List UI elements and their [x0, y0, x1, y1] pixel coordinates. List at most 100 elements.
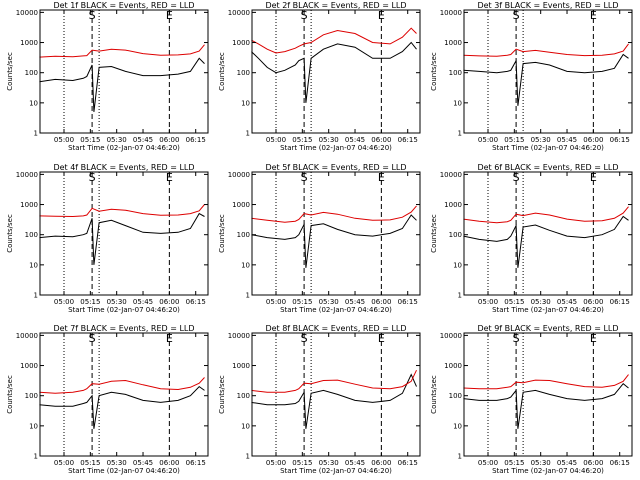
y-tick-label: 1000: [444, 362, 462, 370]
plot-frame: [463, 171, 633, 296]
lld-series-line: [251, 27, 417, 54]
y-axis-label: Counts/sec: [430, 52, 438, 91]
marker-label-end: E: [590, 171, 597, 184]
y-tick-label: 10000: [16, 171, 38, 179]
marker-label-start: S: [89, 171, 96, 184]
x-tick-label: 06:00: [159, 136, 179, 144]
detector-panel: 1 10 100 1000 10000 05:00 05:15 05:30 05:45 06:00…: [6, 324, 209, 475]
x-tick-label: 06:15: [610, 459, 630, 467]
events-series-line: [251, 214, 417, 268]
x-tick-label: 05:00: [54, 136, 74, 144]
detector-panel: 1 10 100 1000 10000 05:00 05:15 05:30 05:45 06:00…: [6, 1, 209, 152]
y-tick-label: 10: [29, 99, 38, 107]
x-tick-label: 05:45: [345, 298, 365, 306]
x-tick-label: 05:00: [54, 459, 74, 467]
x-axis-label: Start Time (02-Jan-07 04:46:20): [492, 467, 604, 475]
y-tick-label: 100: [449, 392, 462, 400]
lld-series-line: [251, 369, 417, 393]
x-tick-label: 05:45: [557, 136, 577, 144]
x-axis-label: Start Time (02-Jan-07 04:46:20): [492, 144, 604, 152]
y-tick-label: 1: [458, 130, 462, 138]
marker-label-start: S: [513, 9, 520, 22]
y-tick-label: 10: [241, 261, 250, 269]
panel-title: Det 7f BLACK = Events, RED = LLD: [53, 324, 194, 333]
marker-label-end: E: [378, 9, 385, 22]
panel-title: Det 6f BLACK = Events, RED = LLD: [477, 163, 618, 172]
x-axis-label: Start Time (02-Jan-07 04:46:20): [280, 144, 392, 152]
x-tick-label: 05:30: [107, 459, 127, 467]
x-tick-label: 06:00: [583, 298, 603, 306]
marker-label-end: E: [590, 332, 597, 345]
y-tick-label: 10000: [440, 171, 462, 179]
x-tick-label: 05:15: [504, 136, 524, 144]
y-tick-label: 10: [453, 422, 462, 430]
detector-panel: 1 10 100 1000 10000 05:00 05:15 05:30 05:45 06:00…: [6, 163, 209, 314]
panel-title: Det 4f BLACK = Events, RED = LLD: [53, 163, 194, 172]
y-tick-label: 1: [246, 292, 250, 300]
lld-series-line: [463, 43, 629, 57]
x-tick-label: 06:00: [159, 459, 179, 467]
y-tick-label: 1: [458, 453, 462, 461]
x-tick-label: 06:15: [398, 298, 418, 306]
x-tick-label: 06:00: [371, 298, 391, 306]
plot-frame: [463, 332, 633, 457]
y-tick-label: 10: [29, 422, 38, 430]
x-tick-label: 06:15: [186, 459, 206, 467]
marker-label-end: E: [590, 9, 597, 22]
marker-label-start: S: [301, 332, 308, 345]
events-series-line: [39, 57, 205, 112]
lld-series-line: [39, 377, 205, 394]
y-tick-label: 1: [34, 453, 38, 461]
events-series-line: [463, 53, 629, 106]
x-tick-label: 05:00: [266, 136, 286, 144]
x-axis-label: Start Time (02-Jan-07 04:46:20): [492, 306, 604, 314]
y-axis-label: Counts/sec: [218, 214, 226, 253]
y-tick-label: 100: [25, 392, 38, 400]
y-tick-label: 1000: [20, 39, 38, 47]
y-tick-label: 10000: [228, 9, 250, 17]
y-tick-label: 1000: [444, 39, 462, 47]
y-axis-label: Counts/sec: [6, 375, 14, 414]
x-tick-label: 05:30: [107, 298, 127, 306]
y-tick-label: 10000: [440, 9, 462, 17]
x-tick-label: 05:15: [504, 298, 524, 306]
x-tick-label: 05:15: [80, 459, 100, 467]
x-tick-label: 05:00: [478, 298, 498, 306]
x-tick-label: 05:15: [292, 136, 312, 144]
detector-panel: 1 10 100 1000 10000 05:00 05:15 05:30 05:45 06:00…: [430, 324, 633, 475]
x-tick-label: 05:45: [345, 459, 365, 467]
y-tick-label: 1: [246, 130, 250, 138]
x-tick-label: 05:15: [80, 136, 100, 144]
panel-title: Det 3f BLACK = Events, RED = LLD: [477, 1, 618, 10]
x-tick-label: 05:00: [478, 459, 498, 467]
x-axis-label: Start Time (02-Jan-07 04:46:20): [280, 306, 392, 314]
x-tick-label: 05:45: [133, 136, 153, 144]
x-tick-label: 05:30: [531, 459, 551, 467]
x-axis-label: Start Time (02-Jan-07 04:46:20): [280, 467, 392, 475]
marker-label-end: E: [166, 171, 173, 184]
y-tick-label: 1: [34, 130, 38, 138]
detector-panel: 1 10 100 1000 10000 05:00 05:15 05:30 05:45 06:00…: [430, 1, 633, 152]
x-tick-label: 06:15: [186, 136, 206, 144]
x-tick-label: 05:30: [107, 136, 127, 144]
x-tick-label: 05:15: [292, 298, 312, 306]
y-tick-label: 100: [237, 231, 250, 239]
y-axis-label: Counts/sec: [6, 214, 14, 253]
detector-panel: 1 10 100 1000 10000 05:00 05:15 05:30 05:45 06:00…: [218, 324, 421, 475]
panel-title: Det 2f BLACK = Events, RED = LLD: [265, 1, 406, 10]
y-tick-label: 10: [241, 422, 250, 430]
plot-frame: [251, 171, 421, 296]
x-tick-label: 06:15: [398, 459, 418, 467]
panel-title: Det 9f BLACK = Events, RED = LLD: [477, 324, 618, 333]
lld-series-line: [251, 205, 417, 223]
plot-frame: [463, 9, 633, 134]
x-axis-label: Start Time (02-Jan-07 04:46:20): [68, 467, 180, 475]
x-tick-label: 06:00: [583, 459, 603, 467]
y-axis-label: Counts/sec: [6, 52, 14, 91]
y-axis-label: Counts/sec: [430, 214, 438, 253]
marker-label-end: E: [166, 9, 173, 22]
x-tick-label: 06:00: [371, 459, 391, 467]
x-axis-label: Start Time (02-Jan-07 04:46:20): [68, 306, 180, 314]
events-series-line: [39, 212, 205, 265]
